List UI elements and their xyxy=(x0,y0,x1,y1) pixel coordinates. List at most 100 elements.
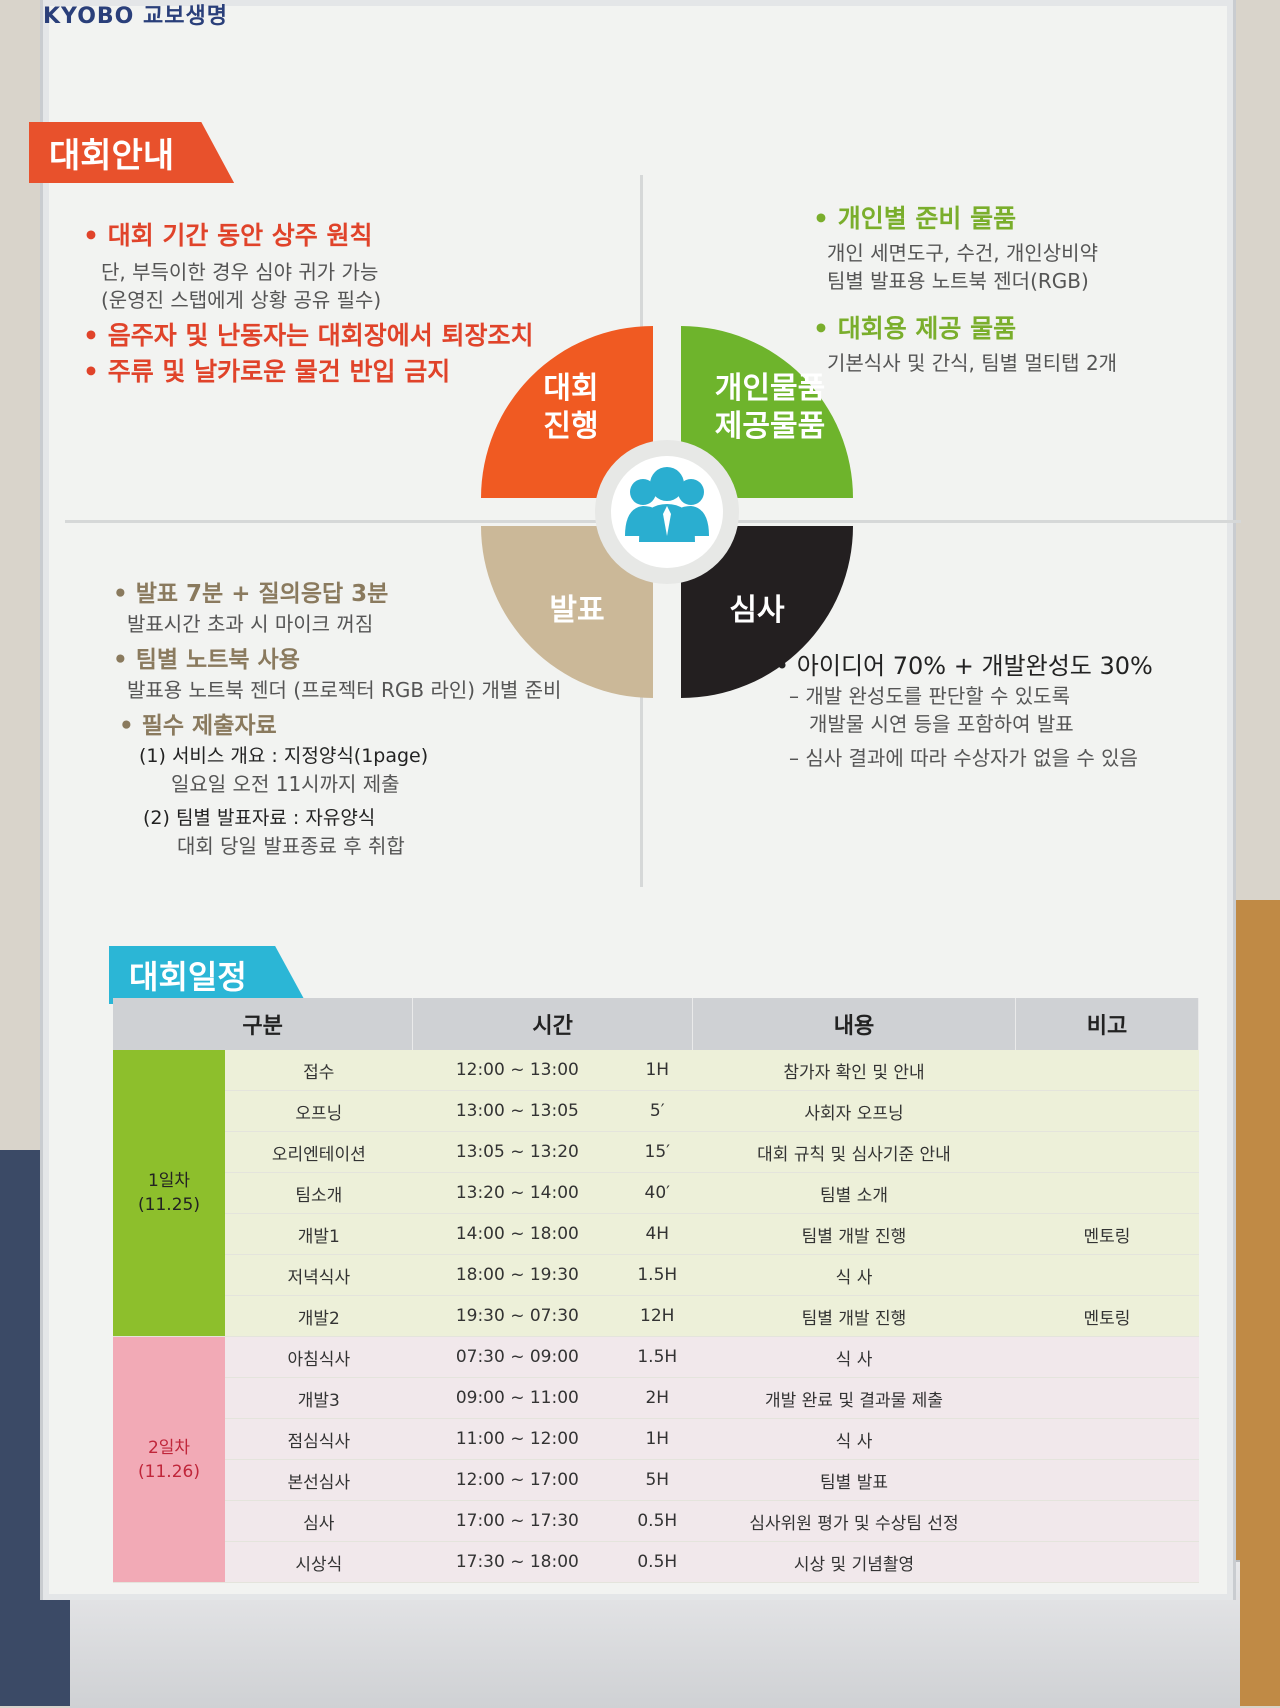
schedule-item: 점심식사 xyxy=(225,1418,413,1460)
schedule-content: 대회 규칙 및 심사기준 안내 xyxy=(692,1131,1016,1173)
schedule-time: 07:30 ~ 09:00 xyxy=(412,1336,623,1378)
schedule-note xyxy=(1015,1418,1199,1460)
day1-date: (11.25) xyxy=(138,1195,200,1215)
rule-residency-sub1: 단, 부득이한 경우 심야 귀가 가능 xyxy=(101,260,379,284)
quadrant-judging xyxy=(681,526,853,698)
schedule-duration: 15′ xyxy=(622,1131,693,1173)
presentation-laptop: 팀별 노트북 사용 xyxy=(135,647,300,673)
schedule-time: 09:00 ~ 11:00 xyxy=(412,1377,623,1419)
items-provided: 대회용 제공 물품 xyxy=(837,314,1017,343)
schedule-time: 14:00 ~ 18:00 xyxy=(412,1213,623,1255)
guide-progress-text: • 대회 기간 동안 상주 원칙 단, 부득이한 경우 심야 귀가 가능 (운영… xyxy=(83,221,534,386)
rule-drunk: 음주자 및 난동자는 대회장에서 퇴장조치 xyxy=(107,321,534,350)
judging-desc-1a: – 개발 완성도를 판단할 수 있도록 xyxy=(789,684,1070,708)
schedule-note xyxy=(1015,1336,1199,1378)
brand-logo: KYOBO 교보생명 xyxy=(43,4,228,29)
schedule-time: 11:00 ~ 12:00 xyxy=(412,1418,623,1460)
schedule-content: 팀별 개발 진행 xyxy=(692,1213,1016,1255)
label-progress: 대회 진행 xyxy=(543,371,599,444)
schedule-item: 오리엔테이션 xyxy=(225,1131,413,1173)
schedule-content: 식 사 xyxy=(692,1418,1016,1460)
schedule-duration: 2H xyxy=(622,1377,693,1419)
schedule-time: 13:20 ~ 14:00 xyxy=(412,1172,623,1214)
schedule-duration: 1H xyxy=(622,1050,693,1091)
schedule-duration: 1H xyxy=(622,1418,693,1460)
guide-diagram: 대회 진행 개인물품 제공물품 발표 심사 xyxy=(457,322,877,702)
day2-name: 2일차 xyxy=(147,1437,191,1458)
quadrant-progress xyxy=(481,326,653,498)
schedule-content: 팀별 소개 xyxy=(692,1172,1016,1214)
required-doc-2: (2) 팀별 발표자료 : 자유양식 xyxy=(143,807,376,829)
schedule-note xyxy=(1015,1172,1199,1214)
judging-desc-1b: 개발물 시연 등을 포함하여 발표 xyxy=(809,712,1074,736)
required-doc-1-sub: 일요일 오전 11시까지 제출 xyxy=(171,772,400,796)
schedule-item: 저녁식사 xyxy=(225,1254,413,1296)
table-row: 점심식사 11:00 ~ 12:00 1H 식 사 xyxy=(113,1418,1199,1460)
schedule-duration: 5H xyxy=(622,1459,693,1501)
label-presentation: 발표 xyxy=(549,593,605,628)
schedule-note xyxy=(1015,1500,1199,1542)
label-items: 개인물품 제공물품 xyxy=(714,371,826,444)
items-personal-sub1: 개인 세면도구, 수건, 개인상비약 xyxy=(827,241,1098,265)
day1-name: 1일차 xyxy=(147,1171,191,1191)
items-personal: 개인별 준비 물품 xyxy=(837,204,1017,233)
schedule-item: 심사 xyxy=(225,1500,413,1542)
schedule-item: 오프닝 xyxy=(225,1090,413,1132)
label-judging: 심사 xyxy=(729,593,785,628)
schedule-duration: 0.5H xyxy=(622,1500,693,1542)
schedule-item: 개발2 xyxy=(225,1295,413,1337)
guide-presentation-text: • 발표 7분 + 질의응답 3분 발표시간 초과 시 마이크 꺼짐 • 팀별 … xyxy=(113,581,562,858)
schedule-time: 19:30 ~ 07:30 xyxy=(412,1295,623,1337)
schedule-time: 17:00 ~ 17:30 xyxy=(412,1500,623,1542)
schedule-note: 멘토링 xyxy=(1015,1213,1199,1255)
header-note: 비고 xyxy=(1015,998,1199,1050)
info-card: KYOBO 교보생명 대회안내 • 대회 기간 동안 상주 원칙 단, 부득이한… xyxy=(29,0,1241,1600)
quadrant-items xyxy=(681,326,853,498)
presentation-time: 발표 7분 + 질의응답 3분 xyxy=(135,581,389,607)
schedule-content: 식 사 xyxy=(692,1336,1016,1378)
table-row: 저녁식사 18:00 ~ 19:30 1.5H 식 사 xyxy=(113,1254,1199,1296)
rule-residency-sub2: (운영진 스탭에게 상황 공유 필수) xyxy=(101,288,382,312)
section-title-schedule: 대회일정 xyxy=(109,946,307,1004)
schedule-content: 참가자 확인 및 안내 xyxy=(692,1050,1016,1091)
day2-label: 2일차 (11.26) xyxy=(113,1336,225,1583)
quadrant-circle xyxy=(481,326,853,698)
schedule-table: 구분 시간 내용 비고 1일차 (11.25) 접수 12:00 ~ 13:00 1H 참… xyxy=(113,998,1199,1583)
schedule-item: 개발1 xyxy=(225,1213,413,1255)
rule-residency: 대회 기간 동안 상주 원칙 xyxy=(107,221,373,250)
schedule-content: 식 사 xyxy=(692,1254,1016,1296)
schedule-duration: 40′ xyxy=(622,1172,693,1214)
schedule-content: 개발 완료 및 결과물 제출 xyxy=(692,1377,1016,1419)
schedule-note xyxy=(1015,1541,1199,1583)
table-row: 1일차 (11.25) 접수 12:00 ~ 13:00 1H 참가자 확인 및 안내 xyxy=(113,1050,1199,1337)
schedule-time: 12:00 ~ 13:00 xyxy=(412,1050,623,1091)
table-row: 오프닝 13:00 ~ 13:05 5′ 사회자 오프닝 xyxy=(113,1090,1199,1132)
table-row: 팀소개 13:20 ~ 14:00 40′ 팀별 소개 xyxy=(113,1172,1199,1214)
schedule-duration: 12H xyxy=(622,1295,693,1337)
schedule-duration: 5′ xyxy=(622,1090,693,1132)
day2-date: (11.26) xyxy=(138,1461,200,1482)
schedule-time: 12:00 ~ 17:00 xyxy=(412,1459,623,1501)
schedule-time: 18:00 ~ 19:30 xyxy=(412,1254,623,1296)
presentation-laptop-sub: 발표용 노트북 젠더 (프로젝터 RGB 라인) 개별 준비 xyxy=(127,678,562,702)
presentation-time-sub: 발표시간 초과 시 마이크 꺼짐 xyxy=(127,612,374,636)
schedule-item: 시상식 xyxy=(225,1541,413,1583)
schedule-time: 17:30 ~ 18:00 xyxy=(412,1541,623,1583)
judging-desc-2: – 심사 결과에 따라 수상자가 없을 수 있음 xyxy=(789,746,1138,770)
schedule-duration: 4H xyxy=(622,1213,693,1255)
table-row: 심사 17:00 ~ 17:30 0.5H 심사위원 평가 및 수상팀 선정 xyxy=(113,1500,1199,1542)
guide-items-text: • 개인별 준비 물품 개인 세면도구, 수건, 개인상비약 팀별 발표용 노트… xyxy=(813,204,1118,376)
schedule-time: 13:00 ~ 13:05 xyxy=(412,1090,623,1132)
schedule-note xyxy=(1015,1459,1199,1501)
header-content: 내용 xyxy=(692,998,1016,1050)
section-title-guide: 대회안내 xyxy=(29,122,235,183)
header-category: 구분 xyxy=(113,998,414,1050)
judging-criteria: 아이디어 70% + 개발완성도 30% xyxy=(796,652,1153,680)
schedule-header-row: 구분 시간 내용 비고 xyxy=(113,998,1199,1050)
schedule-duration: 0.5H xyxy=(622,1541,693,1583)
table-row: 개발3 09:00 ~ 11:00 2H 개발 완료 및 결과물 제출 xyxy=(113,1377,1199,1419)
guide-judging-text: • 아이디어 70% + 개발완성도 30% – 개발 완성도를 판단할 수 있… xyxy=(775,652,1153,770)
schedule-note xyxy=(1015,1090,1199,1132)
schedule-time: 13:05 ~ 13:20 xyxy=(412,1131,623,1173)
schedule-note xyxy=(1015,1377,1199,1419)
